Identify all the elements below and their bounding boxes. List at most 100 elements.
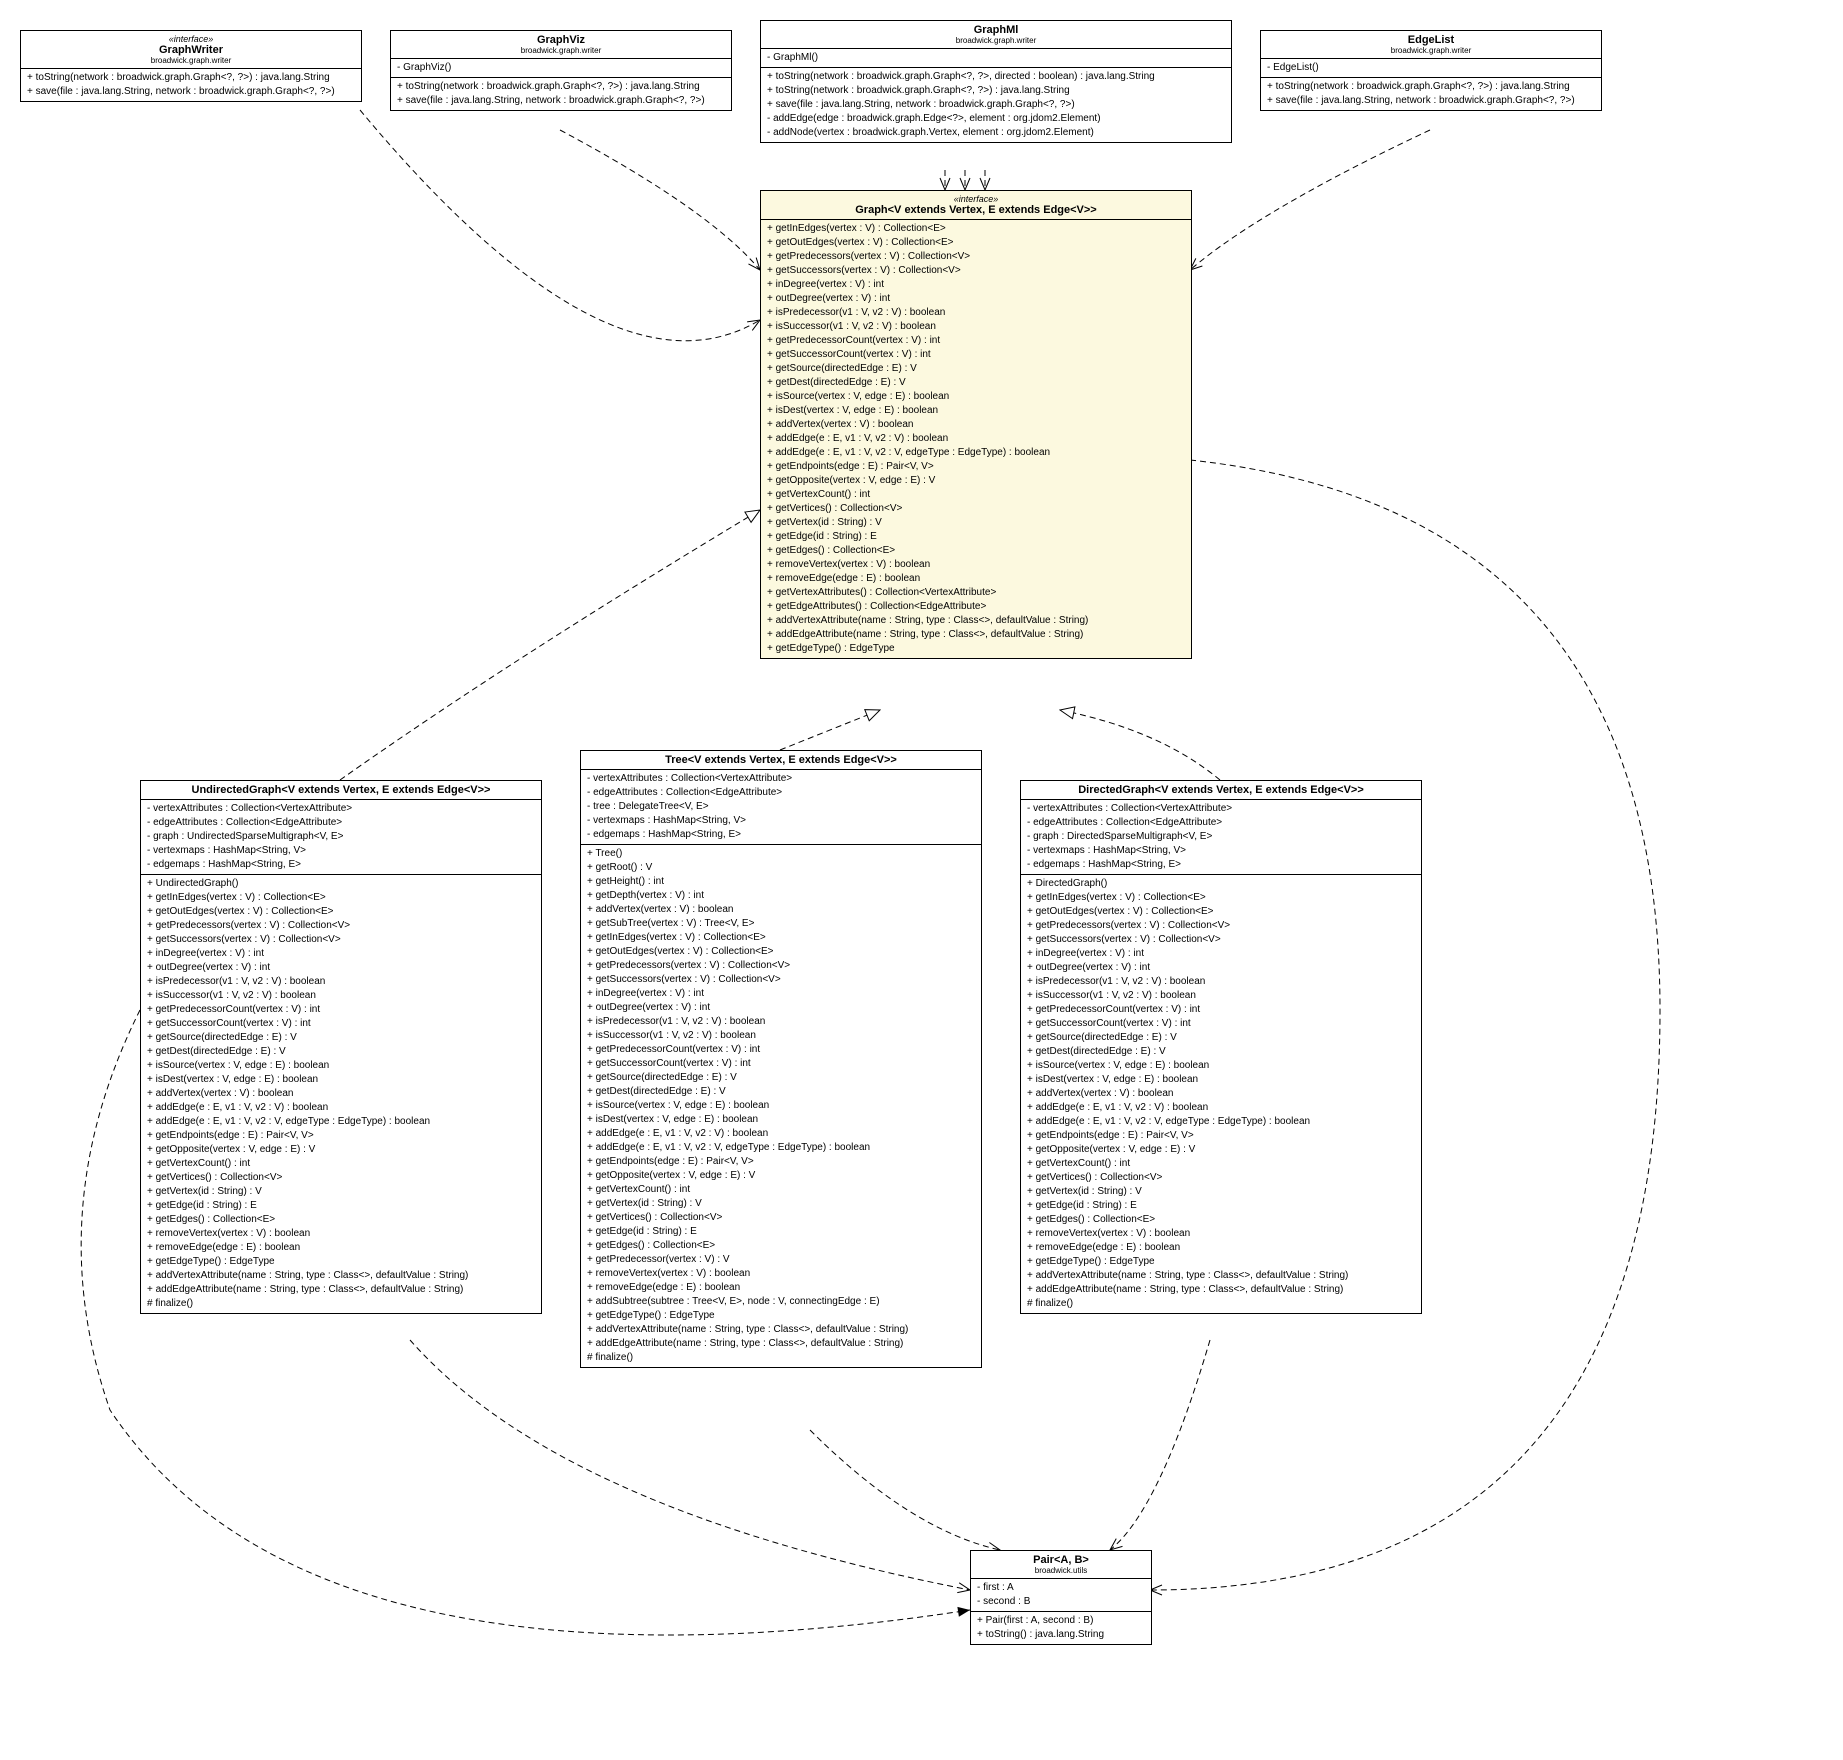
- class-graphviz: GraphVizbroadwick.graph.writer - GraphViz…: [390, 30, 732, 111]
- section: + toString(network : broadwick.graph.Gra…: [21, 69, 361, 101]
- member: + outDegree(vertex : V) : int: [1027, 961, 1415, 975]
- edge: [1060, 710, 1220, 780]
- member: + getEdgeType() : EdgeType: [767, 642, 1185, 656]
- class-name: GraphMl: [767, 24, 1225, 36]
- edge: [810, 1430, 1000, 1550]
- member: + isSource(vertex : V, edge : E) : boole…: [1027, 1059, 1415, 1073]
- member: + getDepth(vertex : V) : int: [587, 889, 975, 903]
- member: + getVertex(id : String) : V: [147, 1185, 535, 1199]
- member: + getVertices() : Collection<V>: [147, 1171, 535, 1185]
- class-header: UndirectedGraph<V extends Vertex, E exte…: [141, 781, 541, 800]
- member: + getInEdges(vertex : V) : Collection<E>: [1027, 891, 1415, 905]
- member: + getHeight() : int: [587, 875, 975, 889]
- member: + getOpposite(vertex : V, edge : E) : V: [587, 1169, 975, 1183]
- member: - tree : DelegateTree<V, E>: [587, 800, 975, 814]
- member: + isSource(vertex : V, edge : E) : boole…: [147, 1059, 535, 1073]
- member: + toString(network : broadwick.graph.Gra…: [397, 80, 725, 94]
- member: + getSuccessors(vertex : V) : Collection…: [767, 264, 1185, 278]
- member: + getSource(directedEdge : E) : V: [587, 1071, 975, 1085]
- section: + getInEdges(vertex : V) : Collection<E>…: [761, 220, 1191, 658]
- member: + toString(network : broadwick.graph.Gra…: [27, 71, 355, 85]
- member: + addEdge(e : E, v1 : V, v2 : V) : boole…: [147, 1101, 535, 1115]
- class-header: GraphMlbroadwick.graph.writer: [761, 21, 1231, 49]
- section: - EdgeList(): [1261, 59, 1601, 78]
- member: - addEdge(edge : broadwick.graph.Edge<?>…: [767, 112, 1225, 126]
- section: + toString(network : broadwick.graph.Gra…: [1261, 78, 1601, 110]
- member: + outDegree(vertex : V) : int: [767, 292, 1185, 306]
- section: - vertexAttributes : Collection<VertexAt…: [1021, 800, 1421, 875]
- member: + getEdge(id : String) : E: [767, 530, 1185, 544]
- edge: [1190, 130, 1430, 270]
- member: - first : A: [977, 1581, 1145, 1595]
- member: + save(file : java.lang.String, network …: [27, 85, 355, 99]
- member: + outDegree(vertex : V) : int: [147, 961, 535, 975]
- member: + getEdges() : Collection<E>: [1027, 1213, 1415, 1227]
- section: + toString(network : broadwick.graph.Gra…: [391, 78, 731, 110]
- member: - edgeAttributes : Collection<EdgeAttrib…: [1027, 816, 1415, 830]
- member: + getPredecessors(vertex : V) : Collecti…: [587, 959, 975, 973]
- member: + isPredecessor(v1 : V, v2 : V) : boolea…: [587, 1015, 975, 1029]
- edge: [340, 510, 760, 780]
- stereotype: «interface»: [27, 34, 355, 44]
- member: - GraphViz(): [397, 61, 725, 75]
- member: + isSuccessor(v1 : V, v2 : V) : boolean: [147, 989, 535, 1003]
- member: + inDegree(vertex : V) : int: [147, 947, 535, 961]
- member: + getVertices() : Collection<V>: [1027, 1171, 1415, 1185]
- member: + getEdges() : Collection<E>: [147, 1213, 535, 1227]
- class-name: EdgeList: [1267, 34, 1595, 46]
- class-tree: Tree<V extends Vertex, E extends Edge<V>…: [580, 750, 982, 1368]
- member: + inDegree(vertex : V) : int: [1027, 947, 1415, 961]
- member: + getEdges() : Collection<E>: [767, 544, 1185, 558]
- stereotype: «interface»: [767, 194, 1185, 204]
- member: + getInEdges(vertex : V) : Collection<E>: [147, 891, 535, 905]
- member: + outDegree(vertex : V) : int: [587, 1001, 975, 1015]
- member: + removeEdge(edge : E) : boolean: [1027, 1241, 1415, 1255]
- member: + getVertex(id : String) : V: [587, 1197, 975, 1211]
- member: + addVertexAttribute(name : String, type…: [1027, 1269, 1415, 1283]
- member: + addEdge(e : E, v1 : V, v2 : V, edgeTyp…: [767, 446, 1185, 460]
- member: + getSuccessorCount(vertex : V) : int: [147, 1017, 535, 1031]
- section: + DirectedGraph()+ getInEdges(vertex : V…: [1021, 875, 1421, 1313]
- class-header: GraphVizbroadwick.graph.writer: [391, 31, 731, 59]
- class-edgelist: EdgeListbroadwick.graph.writer - EdgeList…: [1260, 30, 1602, 111]
- member: + isSource(vertex : V, edge : E) : boole…: [767, 390, 1185, 404]
- member: + addEdgeAttribute(name : String, type :…: [587, 1337, 975, 1351]
- member: + getDest(directedEdge : E) : V: [587, 1085, 975, 1099]
- member: + addVertex(vertex : V) : boolean: [147, 1087, 535, 1101]
- member: + getPredecessors(vertex : V) : Collecti…: [767, 250, 1185, 264]
- member: + getSuccessors(vertex : V) : Collection…: [147, 933, 535, 947]
- member: + getOutEdges(vertex : V) : Collection<E…: [147, 905, 535, 919]
- class-name: Tree<V extends Vertex, E extends Edge<V>…: [587, 754, 975, 766]
- member: + inDegree(vertex : V) : int: [587, 987, 975, 1001]
- member: - graph : DirectedSparseMultigraph<V, E>: [1027, 830, 1415, 844]
- member: + isSuccessor(v1 : V, v2 : V) : boolean: [1027, 989, 1415, 1003]
- member: # finalize(): [1027, 1297, 1415, 1311]
- edge: [410, 1340, 970, 1590]
- member: + addEdge(e : E, v1 : V, v2 : V, edgeTyp…: [587, 1141, 975, 1155]
- member: + getEndpoints(edge : E) : Pair<V, V>: [767, 460, 1185, 474]
- section: + toString(network : broadwick.graph.Gra…: [761, 68, 1231, 142]
- class-pair: Pair<A, B>broadwick.utils- first : A- se…: [970, 1550, 1152, 1645]
- member: + removeEdge(edge : E) : boolean: [767, 572, 1185, 586]
- member: + getOutEdges(vertex : V) : Collection<E…: [587, 945, 975, 959]
- class-name: DirectedGraph<V extends Vertex, E extend…: [1027, 784, 1415, 796]
- section: - vertexAttributes : Collection<VertexAt…: [581, 770, 981, 845]
- member: + getDest(directedEdge : E) : V: [147, 1045, 535, 1059]
- member: + getOpposite(vertex : V, edge : E) : V: [767, 474, 1185, 488]
- member: - EdgeList(): [1267, 61, 1595, 75]
- section: - vertexAttributes : Collection<VertexAt…: [141, 800, 541, 875]
- member: + addVertexAttribute(name : String, type…: [767, 614, 1185, 628]
- edge: [780, 710, 880, 750]
- member: + removeEdge(edge : E) : boolean: [147, 1241, 535, 1255]
- member: + getSuccessorCount(vertex : V) : int: [587, 1057, 975, 1071]
- member: - vertexAttributes : Collection<VertexAt…: [1027, 802, 1415, 816]
- class-header: Pair<A, B>broadwick.utils: [971, 1551, 1151, 1579]
- class-header: «interface»GraphWriterbroadwick.graph.wr…: [21, 31, 361, 69]
- edge: [1110, 1340, 1210, 1550]
- member: + getPredecessor(vertex : V) : V: [587, 1253, 975, 1267]
- member: + getVertexCount() : int: [147, 1157, 535, 1171]
- member: + getVertexCount() : int: [1027, 1157, 1415, 1171]
- member: + getEdgeType() : EdgeType: [1027, 1255, 1415, 1269]
- class-header: EdgeListbroadwick.graph.writer: [1261, 31, 1601, 59]
- section: + Pair(first : A, second : B)+ toString(…: [971, 1612, 1151, 1644]
